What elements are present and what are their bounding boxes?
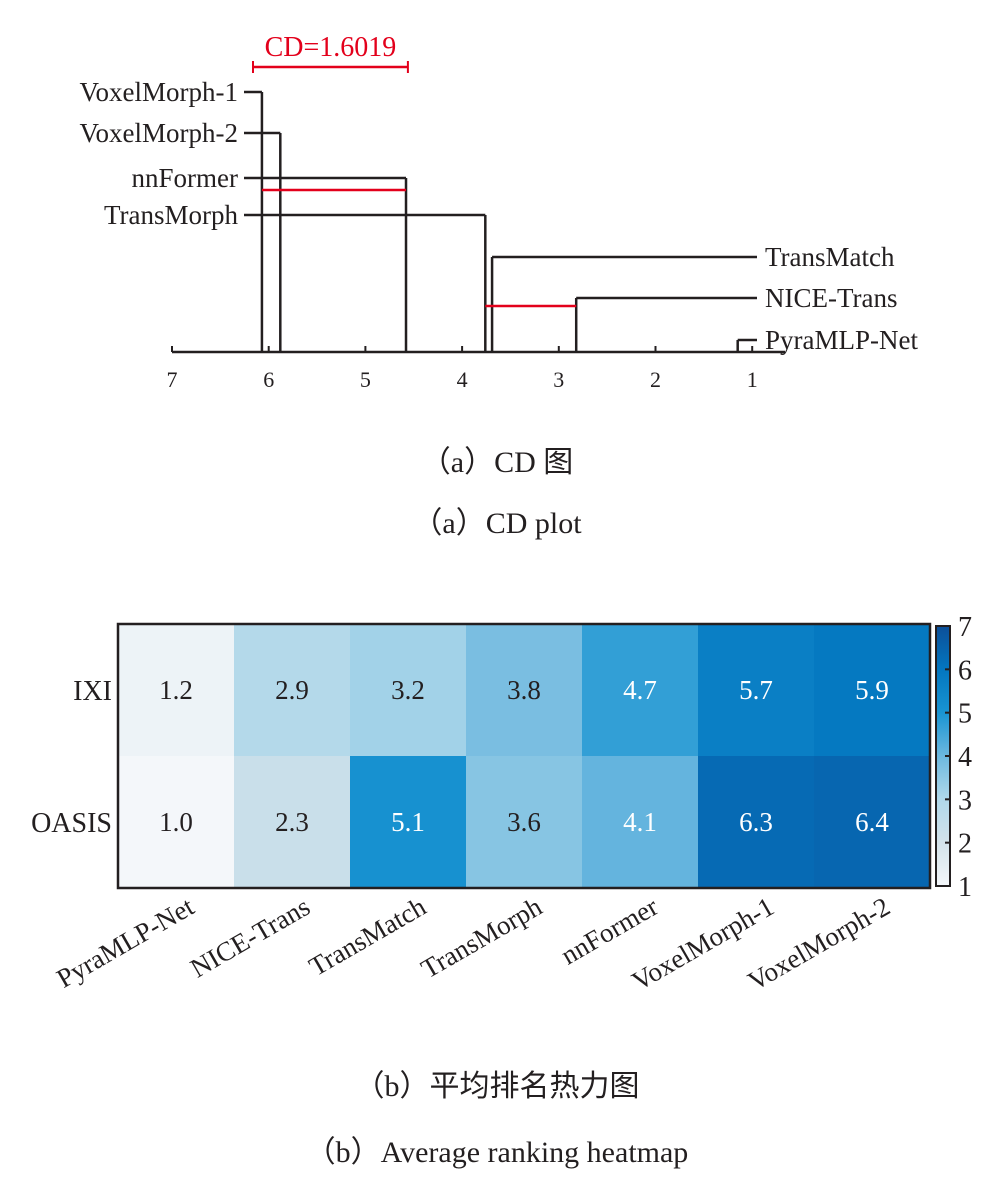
- heatmap-cell: [234, 756, 350, 888]
- heatmap-cell: [698, 756, 814, 888]
- column-label: PyraMLP-Net: [52, 891, 200, 994]
- heatmap-cell: [698, 624, 814, 756]
- cd-diagram: 7 6 5 4 3 2 1 CD=1.6019 VoxelMorph-1 VoxelMorph-2…: [80, 32, 919, 392]
- cell-value: 3.8: [507, 675, 541, 705]
- heatmap-cell: [582, 756, 698, 888]
- heatmap-cell: [466, 624, 582, 756]
- x-tick-label: 5: [360, 367, 371, 392]
- x-tick-label: 7: [167, 367, 178, 392]
- method-label: TransMatch: [765, 242, 895, 272]
- heatmap-cell: [814, 756, 930, 888]
- column-label: NICE-Trans: [185, 891, 315, 983]
- colorbar-tick-label: 1: [958, 872, 972, 903]
- column-label: TransMatch: [304, 891, 432, 982]
- cd-label: CD=1.6019: [265, 32, 397, 63]
- colorbar-tick-label: 6: [958, 655, 972, 686]
- cell-value: 3.6: [507, 807, 541, 837]
- heatmap: 1.2 2.9 3.2 3.8 4.7 5.7 5.9 IXI 1.0 2.3 5.1 3.6 4.1 6…: [31, 612, 972, 996]
- heatmap-frame: [116, 622, 932, 890]
- heatmap-cell: [118, 756, 234, 888]
- colorbar-tick-label: 5: [958, 699, 972, 730]
- cell-value: 4.7: [623, 675, 657, 705]
- cell-value: 1.0: [159, 807, 193, 837]
- colorbar-tick-label: 4: [958, 742, 972, 773]
- method-label: TransMorph: [104, 200, 239, 230]
- heatmap-cell: [350, 756, 466, 888]
- heatmap-cell: [466, 756, 582, 888]
- x-tick-label: 6: [263, 367, 274, 392]
- x-tick-label: 1: [747, 367, 758, 392]
- caption-b-en: （b）Average ranking heatmap: [306, 1136, 689, 1169]
- heatmap-cell: [814, 624, 930, 756]
- row-label: OASIS: [31, 808, 112, 839]
- method-label: VoxelMorph-1: [80, 77, 239, 107]
- x-tick-label: 3: [553, 367, 564, 392]
- method-label: PyraMLP-Net: [765, 325, 918, 355]
- x-tick-label: 2: [650, 367, 661, 392]
- cell-value: 6.4: [855, 807, 889, 837]
- cell-value: 4.1: [623, 807, 657, 837]
- cell-value: 2.9: [275, 675, 309, 705]
- cell-value: 5.9: [855, 675, 889, 705]
- cell-value: 5.7: [739, 675, 773, 705]
- caption-b-cn: （b）平均排名热力图: [355, 1070, 640, 1103]
- cell-value: 2.3: [275, 807, 309, 837]
- cell-value: 3.2: [391, 675, 425, 705]
- column-label: TransMorph: [416, 891, 548, 984]
- method-label: VoxelMorph-2: [80, 118, 239, 148]
- cell-value: 5.1: [391, 807, 425, 837]
- heatmap-cell: [350, 624, 466, 756]
- x-tick-label: 4: [457, 367, 468, 392]
- cell-value: 6.3: [739, 807, 773, 837]
- caption-a-cn: （a）CD 图: [421, 446, 574, 479]
- caption-a-en: （a）CD plot: [412, 507, 582, 540]
- row-label: IXI: [73, 676, 112, 707]
- cell-value: 1.2: [159, 675, 193, 705]
- heatmap-cell: [234, 624, 350, 756]
- colorbar-tick-label: 7: [958, 612, 972, 643]
- heatmap-cell: [118, 624, 234, 756]
- method-label: NICE-Trans: [765, 283, 898, 313]
- method-label: nnFormer: [132, 163, 238, 193]
- colorbar-tick-label: 3: [958, 785, 972, 816]
- colorbar-tick-label: 2: [958, 829, 972, 860]
- heatmap-cell: [582, 624, 698, 756]
